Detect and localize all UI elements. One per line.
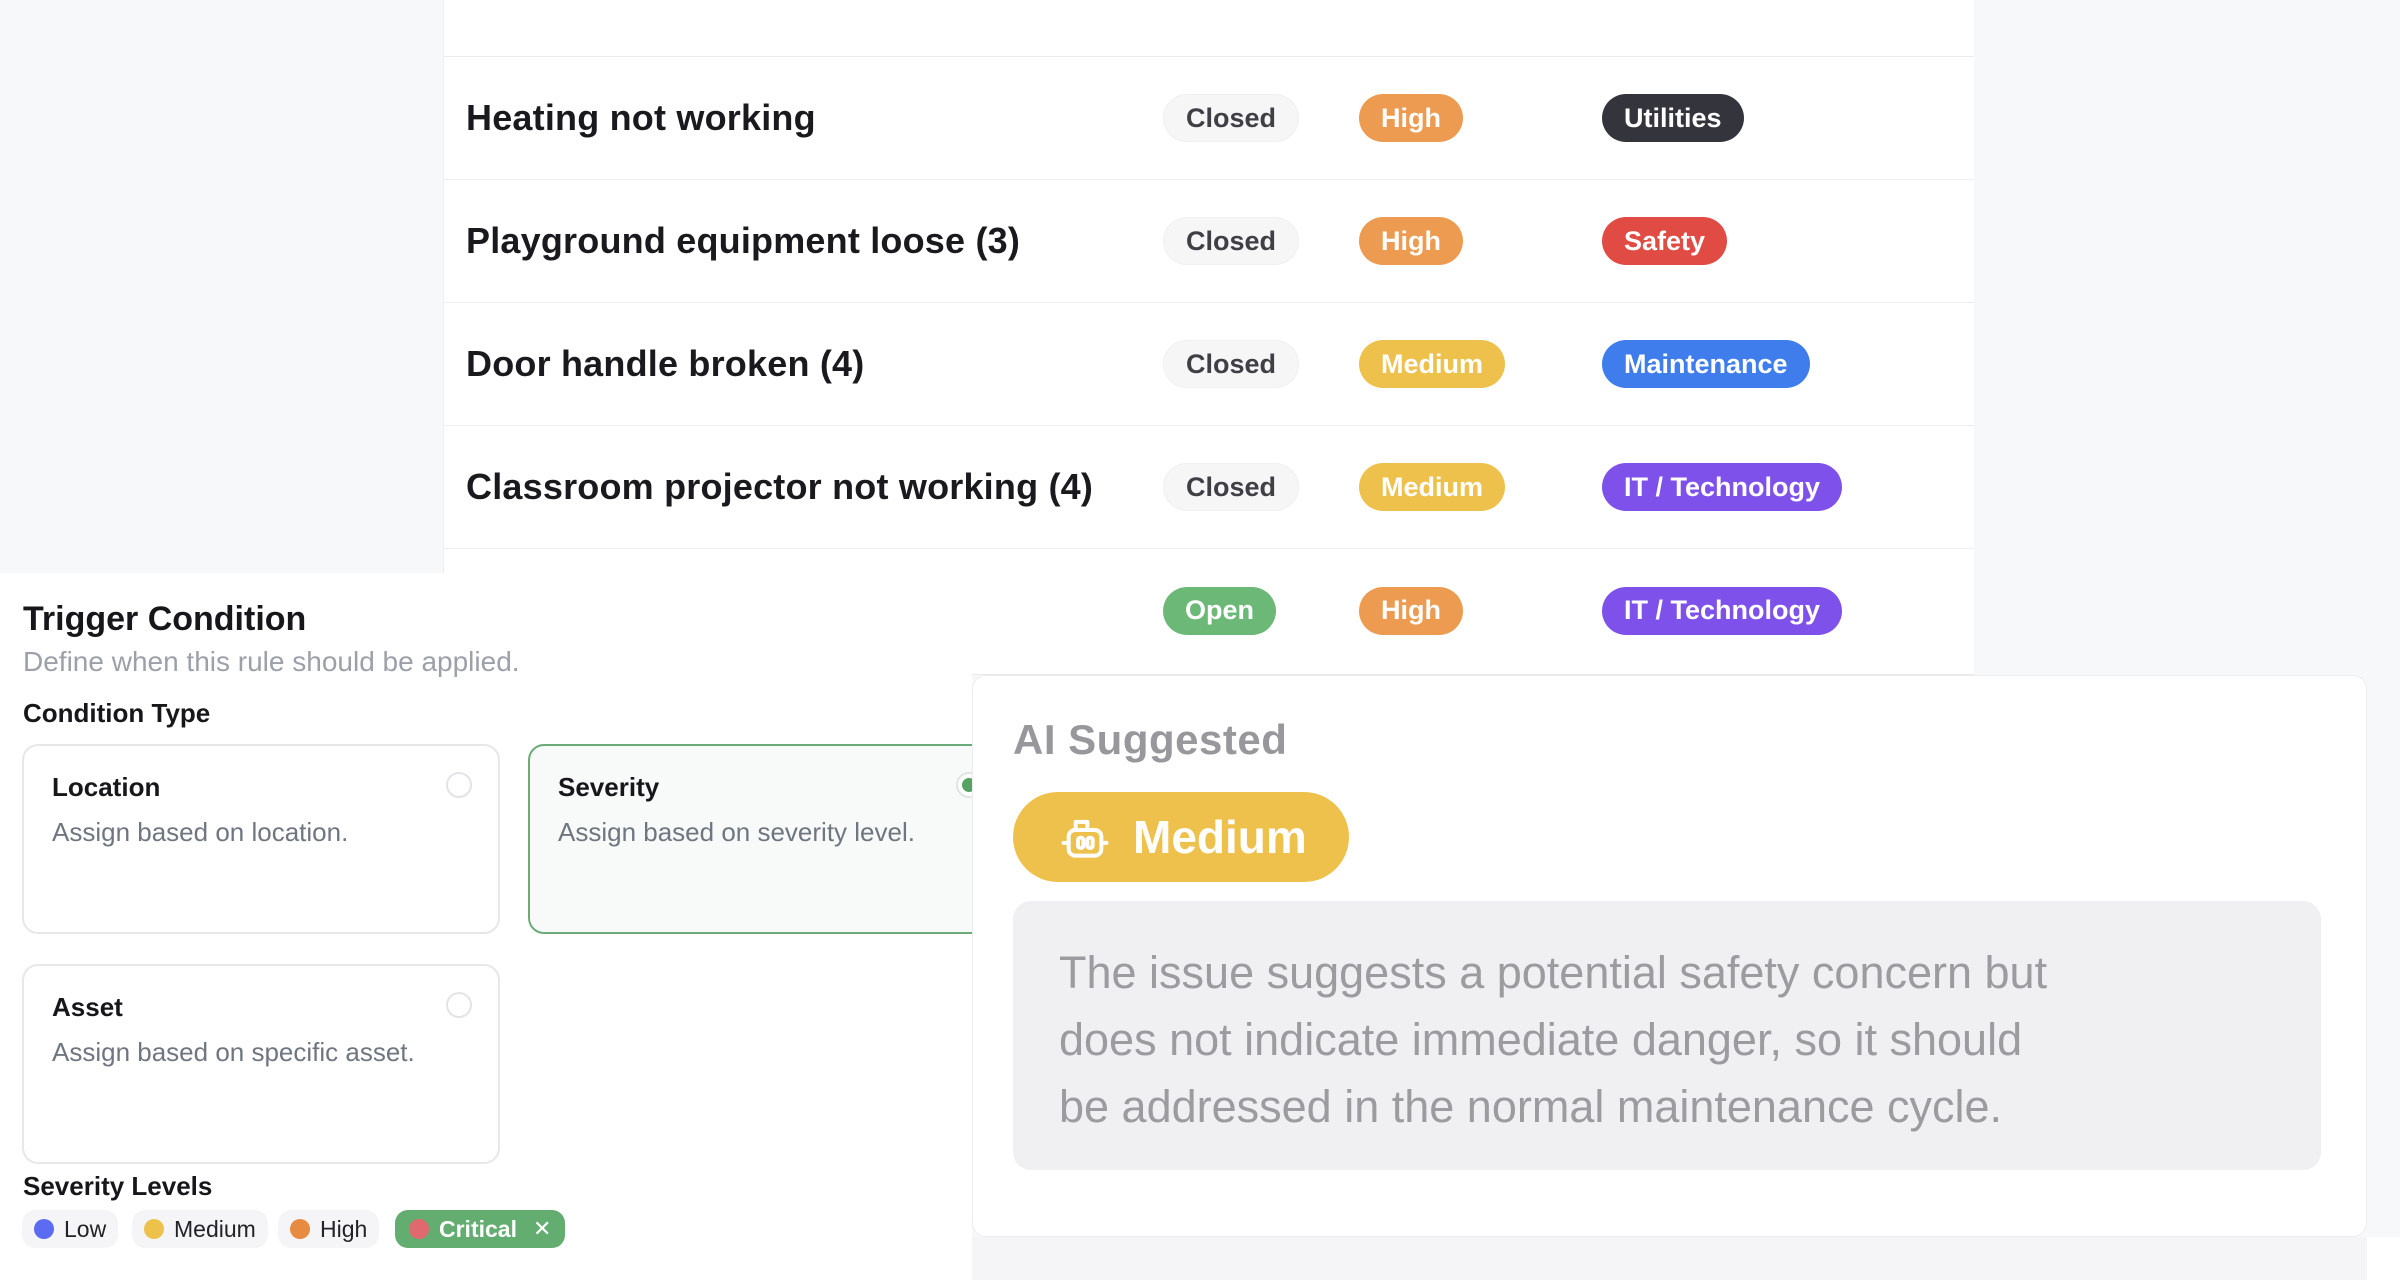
ai-explanation-text: does not indicate immediate danger, so i…: [1059, 1014, 2023, 1065]
medium-dot-icon: [144, 1219, 164, 1239]
severity-badge: High: [1359, 217, 1463, 265]
severity-badge: High: [1359, 586, 1463, 635]
chip-label: Medium: [174, 1215, 256, 1242]
table-header-cut: [444, 0, 1974, 57]
card-description: Assign based on specific asset.: [52, 1037, 415, 1067]
ai-suggested-panel: AI Suggested Medium The issue suggests a…: [972, 675, 2367, 1237]
card-description: Assign based on severity level.: [558, 817, 915, 847]
card-description: Assign based on location.: [52, 817, 349, 847]
ai-suggested-heading: AI Suggested: [1013, 716, 1288, 763]
severity-levels-label: Severity Levels: [23, 1171, 213, 1201]
table-row[interactable]: Door handle broken (4) Closed Medium Mai…: [444, 303, 1974, 426]
issue-title: Classroom projector not working (4): [466, 466, 1094, 507]
table-row[interactable]: Playground equipment loose (3) Closed Hi…: [444, 180, 1974, 303]
severity-chip-medium[interactable]: Medium: [132, 1210, 268, 1248]
panel-title: Trigger Condition: [23, 600, 307, 638]
condition-type-label: Condition Type: [23, 698, 211, 728]
ai-suggested-severity-badge: Medium: [1013, 792, 1349, 882]
suggested-severity-value: Medium: [1133, 811, 1307, 863]
chip-label: Critical: [439, 1215, 517, 1242]
condition-card-location[interactable]: Location Assign based on location.: [22, 744, 500, 934]
table-row[interactable]: Heating not working Closed High Utilitie…: [444, 57, 1974, 180]
severity-badge: High: [1359, 94, 1463, 142]
status-badge: Closed: [1163, 217, 1300, 265]
chip-label: Low: [64, 1215, 107, 1242]
radio-severity-checked[interactable]: [956, 772, 972, 798]
next-section-strip-margin: [2367, 1237, 2400, 1280]
table-row[interactable]: Classroom projector not working (4) Clos…: [444, 426, 1974, 549]
low-dot-icon: [34, 1219, 54, 1239]
category-badge: Maintenance: [1602, 340, 1810, 388]
chip-label: High: [320, 1215, 368, 1242]
severity-badge: Medium: [1359, 340, 1506, 388]
issue-title: Door handle broken (4): [466, 343, 865, 384]
condition-card-severity[interactable]: Severity Assign based on severity level.: [528, 744, 972, 934]
close-icon[interactable]: ✕: [532, 1216, 552, 1241]
radio-asset[interactable]: [446, 992, 472, 1018]
critical-dot-icon: [409, 1219, 429, 1239]
severity-chip-high[interactable]: High: [278, 1210, 380, 1248]
category-badge: IT / Technology: [1602, 463, 1843, 511]
card-title: Severity: [558, 772, 660, 802]
robot-icon: [1061, 819, 1109, 858]
category-badge: IT / Technology: [1602, 586, 1843, 635]
radio-location[interactable]: [446, 772, 472, 798]
severity-badge: Medium: [1359, 463, 1506, 511]
issue-title: Heating not working: [466, 97, 816, 138]
panel-subtitle: Define when this rule should be applied.: [23, 646, 520, 677]
status-badge: Open: [1163, 586, 1277, 635]
table-row[interactable]: Open High IT / Technology: [444, 549, 1974, 672]
issues-table-panel: Heating not working Closed High Utilitie…: [443, 0, 1974, 675]
category-badge: Safety: [1602, 217, 1728, 265]
severity-chip-critical[interactable]: Critical ✕: [395, 1210, 566, 1248]
card-title: Location: [52, 772, 161, 802]
trigger-condition-panel: Trigger Condition Define when this rule …: [0, 573, 972, 1280]
issue-title: Playground equipment loose (3): [466, 220, 1021, 261]
status-badge: Closed: [1163, 463, 1300, 511]
status-badge: Closed: [1163, 340, 1300, 388]
high-dot-icon: [290, 1219, 310, 1239]
category-badge: Utilities: [1602, 94, 1744, 142]
card-title: Asset: [52, 992, 123, 1022]
ai-explanation-box: The issue suggests a potential safety co…: [1013, 901, 2321, 1170]
ai-explanation-text: The issue suggests a potential safety co…: [1059, 947, 2048, 998]
status-badge: Closed: [1163, 94, 1300, 142]
next-section-strip: [972, 1237, 2367, 1280]
severity-chip-low[interactable]: Low: [22, 1210, 119, 1248]
ai-explanation-text: be addressed in the normal maintenance c…: [1059, 1081, 2003, 1132]
condition-card-asset[interactable]: Asset Assign based on specific asset.: [22, 964, 500, 1164]
